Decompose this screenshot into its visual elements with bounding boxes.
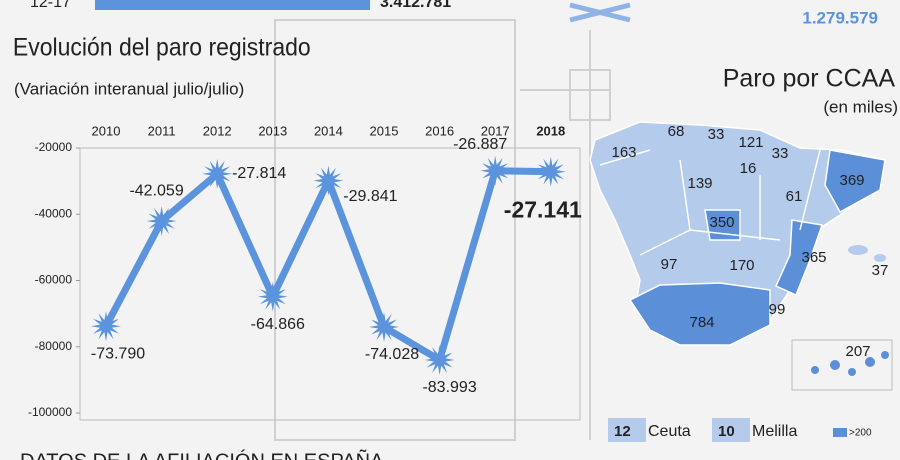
footer: DATOS DE LA AFILIACIÓN EN ESPAÑA [20,448,384,460]
y-tick-label: -60000 [35,273,73,287]
x-tick-label: 2016 [425,123,454,138]
x-tick-label: 2010 [92,123,121,138]
right-total: 1.279.579 [802,8,878,27]
chart-subtitle: (Variación interanual julio/julio) [14,79,244,98]
value-label: -29.841 [343,188,397,205]
top-bar [95,0,370,10]
region-value: 33 [708,126,725,143]
value-label: -73.790 [91,345,145,362]
point [202,158,233,189]
value-label: -26.887 [453,136,507,153]
x-tick-label: 2014 [314,123,343,138]
y-tick-label: -20000 [35,140,73,154]
decor [569,2,631,23]
point [535,156,566,187]
map-title: Paro por CCAA [723,65,896,93]
region-value: 99 [769,301,786,318]
legend-label: Ceuta [648,423,691,440]
period: 12-17 [30,0,71,11]
region-value: 207 [845,343,870,360]
region-value: 121 [738,134,763,151]
region-value: 37 [872,262,889,279]
total: 3.412.781 [380,0,451,11]
legend-label: Melilla [752,423,797,440]
plot-frame [79,147,581,421]
x-tick-label: 2012 [203,123,232,138]
value-label: -64.866 [251,316,305,333]
region-value: 350 [709,214,734,231]
map-subtitle: (en miles) [823,97,898,116]
region-value: 33 [772,145,789,162]
value-label: -83.993 [422,379,476,396]
y-tick-label: -40000 [35,206,73,220]
y-tick-label: -100000 [28,405,72,419]
point [257,281,288,312]
point [91,311,121,342]
y-tick-label: -80000 [35,339,73,353]
region-value: 97 [661,256,678,273]
region-value: 16 [740,160,757,177]
map [589,121,893,442]
region-value: 784 [689,314,714,331]
region-value: 369 [839,172,864,189]
x-tick-label: 2013 [258,123,287,138]
x-tick-label: 2011 [148,123,176,138]
value-label: -74.028 [365,346,419,363]
region-value: 170 [729,257,754,274]
point [146,206,177,237]
legend-value: 12 [614,423,631,440]
point [369,312,399,342]
region-value: 139 [687,175,712,192]
region-value: 163 [611,144,636,161]
legend-scale: >200 [849,428,872,439]
region-value: 61 [786,188,803,205]
point [424,345,455,375]
region-value: 68 [668,123,685,140]
value-label: -27.814 [232,165,286,182]
chart-title: Evolución del paro registrado [13,34,311,62]
background-shapes [274,19,611,441]
x-tick-label: 2018 [536,123,565,138]
value-label: -42.059 [129,182,183,199]
point [313,165,344,196]
point [480,155,511,186]
x-tick-label: 2017 [481,123,510,138]
value-label: -27.141 [504,197,582,223]
legend-value: 10 [718,423,735,440]
x-tick-label: 2015 [370,123,399,138]
region-value: 365 [801,249,826,266]
